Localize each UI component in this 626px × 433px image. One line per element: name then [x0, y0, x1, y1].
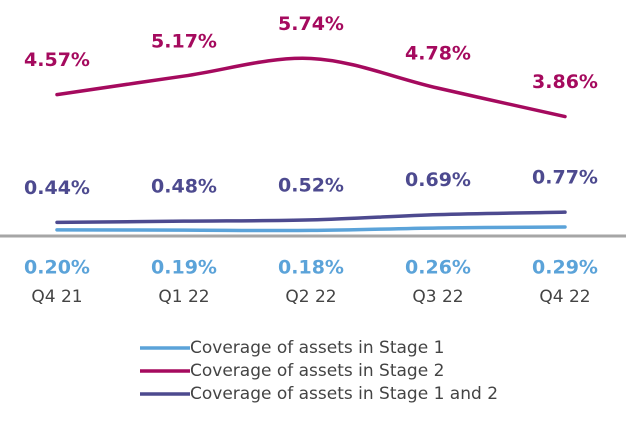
legend-label: Coverage of assets in Stage 2 [190, 361, 444, 381]
series-line [55, 225, 567, 233]
x-tick-label: Q4 21 [31, 287, 82, 307]
x-tick-label: Q4 22 [539, 287, 590, 307]
data-label: 0.44% [24, 177, 90, 199]
legend-label: Coverage of assets in Stage 1 and 2 [190, 384, 498, 404]
data-label: 5.17% [151, 31, 217, 53]
data-label: 0.52% [278, 174, 344, 196]
data-label: 0.69% [405, 169, 471, 191]
data-label: 0.48% [151, 176, 217, 198]
x-tick-label: Q2 22 [285, 287, 336, 307]
data-label: 5.74% [278, 13, 344, 35]
series-line [55, 210, 567, 225]
data-label: 0.29% [532, 257, 598, 279]
data-label: 0.20% [24, 257, 90, 279]
data-label: 0.77% [532, 167, 598, 189]
series-line [55, 56, 567, 119]
data-label: 0.19% [151, 257, 217, 279]
data-label: 4.78% [405, 43, 471, 65]
data-label: 3.86% [532, 71, 598, 93]
legend-label: Coverage of assets in Stage 1 [190, 338, 444, 358]
data-label: 0.26% [405, 257, 471, 279]
x-tick-label: Q3 22 [412, 287, 463, 307]
x-tick-label: Q1 22 [158, 287, 209, 307]
data-label: 4.57% [24, 49, 90, 71]
data-label: 0.18% [278, 257, 344, 279]
